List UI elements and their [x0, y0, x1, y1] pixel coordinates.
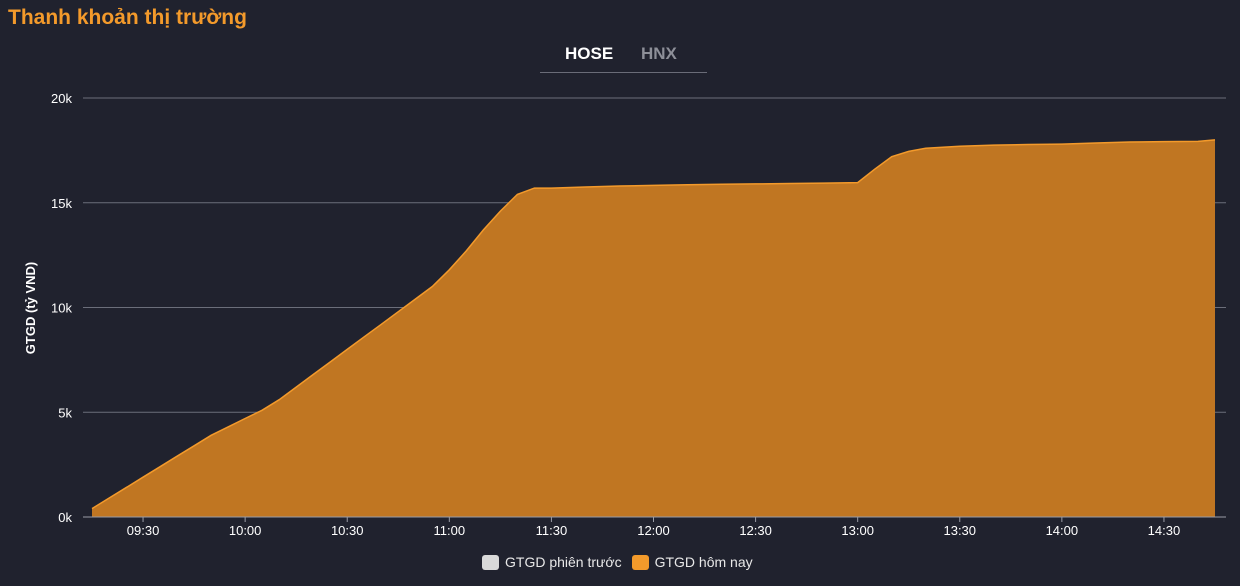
x-tick-label: 11:30: [536, 523, 568, 538]
x-tick-label: 11:00: [434, 523, 466, 538]
y-tick-label: 20k: [51, 91, 72, 106]
legend-item-previous[interactable]: GTGD phiên trước: [482, 554, 622, 570]
y-tick-label: 15k: [51, 196, 72, 211]
series-line-today: [91, 139, 1216, 510]
x-tick-label: 12:00: [637, 523, 670, 538]
x-tick-label: 13:30: [943, 523, 976, 538]
y-tick-label: 10k: [51, 301, 72, 316]
exchange-tabs: HOSE HNX: [540, 44, 707, 73]
tab-hnx[interactable]: HNX: [641, 44, 677, 63]
legend-label-today: GTGD hôm nay: [654, 554, 753, 570]
x-tick-label: 12:30: [739, 523, 772, 538]
series-area: [91, 139, 1216, 517]
x-tick-label: 14:00: [1046, 523, 1079, 538]
tab-hose[interactable]: HOSE: [565, 44, 614, 63]
legend-item-today[interactable]: GTGD hôm nay: [631, 554, 753, 570]
legend-swatch-previous: [482, 554, 499, 570]
x-tick-label: 10:00: [229, 523, 262, 538]
x-tick-label: 10:30: [331, 523, 364, 538]
x-tick-label: 13:00: [841, 523, 874, 538]
legend-swatch-today: [631, 554, 649, 570]
x-tick-label: 14:30: [1148, 523, 1181, 538]
y-axis-label: GTGD (tỷ VND): [23, 262, 38, 354]
legend-label-previous: GTGD phiên trước: [505, 554, 622, 570]
x-tick-label: 09:30: [127, 523, 160, 538]
series-area-today: [92, 139, 1215, 517]
chart-legend: GTGD phiên trước GTGD hôm nay: [482, 553, 753, 571]
y-tick-label: 0k: [58, 510, 72, 525]
page-title: Thanh khoản thị trường: [8, 6, 247, 29]
axes: 0k 5k 10k 15k 20k 09:30 10:00 10:30 11:00 11:30 12…: [51, 91, 1226, 538]
y-tick-label: 5k: [58, 405, 72, 420]
